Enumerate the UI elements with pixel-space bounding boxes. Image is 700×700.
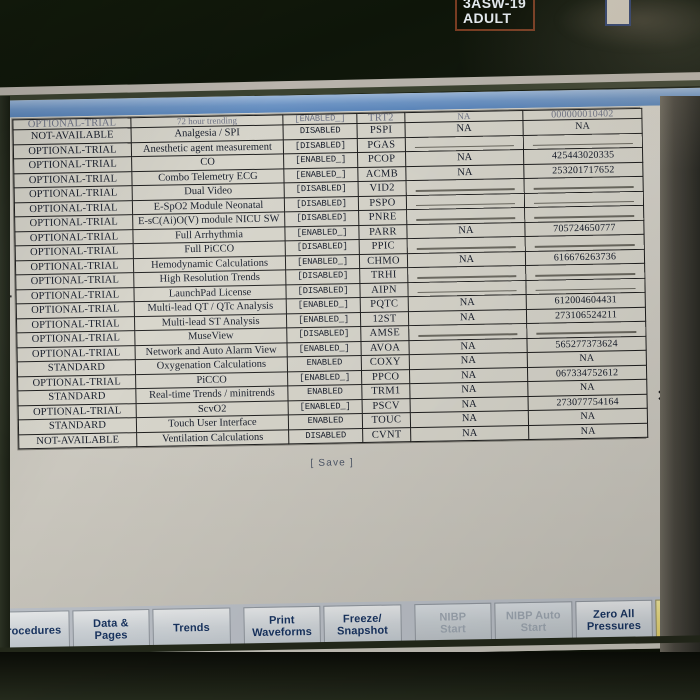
softkey-nibp-auto-start: NIBP Auto Start — [494, 601, 573, 643]
cell-serial — [523, 132, 643, 150]
cell-state: DISABLED — [288, 428, 363, 444]
cell-code: 12ST — [360, 311, 409, 327]
cell-serial — [526, 321, 646, 338]
cell-state: ENABLED — [287, 355, 362, 372]
cell-state: [DISABLED] — [286, 326, 361, 343]
license-table-panel: OPTIONAL-TRIAL 72 hour trending [ENABLED_]… — [11, 106, 649, 451]
cell-serial: NA — [528, 422, 648, 440]
softkey-label: NIBP Start — [439, 610, 467, 636]
bezel-indicator-panel — [605, 0, 631, 26]
cell-serial — [525, 234, 645, 251]
cell-code: AMSE — [360, 325, 409, 342]
softkey-freeze-snapshot[interactable]: Freeze/Snapshot — [323, 604, 402, 646]
cell-code: PSPI — [356, 122, 406, 139]
cell-code: PGAS — [357, 137, 406, 153]
cell-code: PSPO — [358, 195, 407, 211]
cell-code: COXY — [361, 354, 410, 371]
softkey-label: Zero All Pressures — [586, 607, 642, 633]
cell-code: VID2 — [358, 180, 407, 197]
cell-status — [407, 279, 527, 297]
cell-status — [408, 323, 527, 341]
cell-state: ENABLED — [288, 413, 363, 430]
cell-code: PPCO — [361, 369, 410, 385]
cell-serial — [525, 277, 646, 295]
cell-state: [ENABLED_] — [284, 225, 360, 241]
softkey-label: Data & Pages — [92, 616, 129, 642]
monitor-bezel-left — [0, 96, 10, 656]
cell-code: PCOP — [357, 151, 406, 168]
cell-availability: NOT-AVAILABLE — [18, 432, 137, 449]
cell-state: [ENABLED_] — [286, 297, 361, 314]
cell-code: CVNT — [362, 427, 411, 443]
save-button[interactable]: [ Save ] — [310, 457, 355, 469]
cell-state: [DISABLED] — [284, 181, 359, 198]
cell-status: NA — [410, 424, 529, 442]
cell-state: [DISABLED] — [285, 268, 360, 285]
cell-code: CHMO — [359, 253, 408, 269]
softkey-label: Print Waveforms — [252, 613, 313, 640]
softkey-label: NIBP Auto Start — [505, 608, 561, 635]
cell-status — [405, 135, 524, 152]
cell-status — [407, 236, 526, 254]
softkey-trends[interactable]: Trends — [152, 607, 231, 649]
cell-state: [ENABLED_] — [288, 399, 363, 415]
cell-code: TRHI — [359, 267, 408, 284]
cell-state: [ENABLED_] — [283, 167, 359, 183]
cell-code: PSCV — [362, 398, 411, 414]
cell-state: [DISABLED] — [285, 283, 361, 299]
softkey-zero-all-pressures[interactable]: Zero All Pressures — [574, 599, 653, 642]
softkey-label: Trends — [172, 621, 210, 635]
cell-state: ENABLED — [287, 384, 363, 401]
cell-state: [DISABLED] — [283, 138, 358, 154]
softkey-print-waveforms[interactable]: Print Waveforms — [242, 605, 322, 648]
cell-code: AIPN — [359, 282, 409, 298]
cell-state: [ENABLED_] — [285, 254, 360, 270]
monitor-bezel-right — [660, 96, 700, 656]
cell-code: TRM1 — [361, 383, 411, 400]
softkey-label: Freeze/Snapshot — [336, 612, 389, 638]
softkey-nibp-start: NIBP Start — [413, 602, 493, 645]
cell-code: AVOA — [360, 340, 410, 356]
cell-state: DISABLED — [282, 123, 358, 140]
cell-status — [406, 207, 525, 225]
softkey-data-pages[interactable]: Data & Pages — [71, 608, 151, 651]
license-table-body: OPTIONAL-TRIAL 72 hour trending [ENABLED_]… — [12, 108, 648, 449]
monitor-bezel-bottom — [0, 652, 700, 700]
cell-serial — [524, 205, 644, 223]
cell-code: ACMB — [357, 166, 407, 182]
cell-code: PPIC — [359, 238, 408, 255]
cell-code: PNRE — [358, 209, 407, 226]
cell-code: TOUC — [362, 412, 411, 429]
cell-feature: Ventilation Calculations — [136, 429, 289, 447]
cell-code: PQTC — [360, 296, 409, 313]
cell-state: [DISABLED] — [285, 239, 360, 256]
cell-state: [ENABLED_] — [287, 370, 362, 386]
patient-type-text: ADULT — [463, 10, 512, 26]
license-table: OPTIONAL-TRIAL 72 hour trending [ENABLED_]… — [12, 107, 649, 450]
cell-state: [DISABLED] — [284, 196, 359, 212]
cell-code: PARR — [358, 224, 408, 240]
cell-state: [ENABLED_] — [286, 341, 362, 357]
cell-state: [ENABLED_] — [286, 312, 361, 328]
patient-identity-label: 3ASW-19 ADULT — [455, 0, 536, 31]
patient-id-text: 3ASW-19 — [463, 0, 527, 11]
cell-state: [ENABLED_] — [283, 152, 358, 169]
cell-state: [DISABLED] — [284, 210, 359, 227]
